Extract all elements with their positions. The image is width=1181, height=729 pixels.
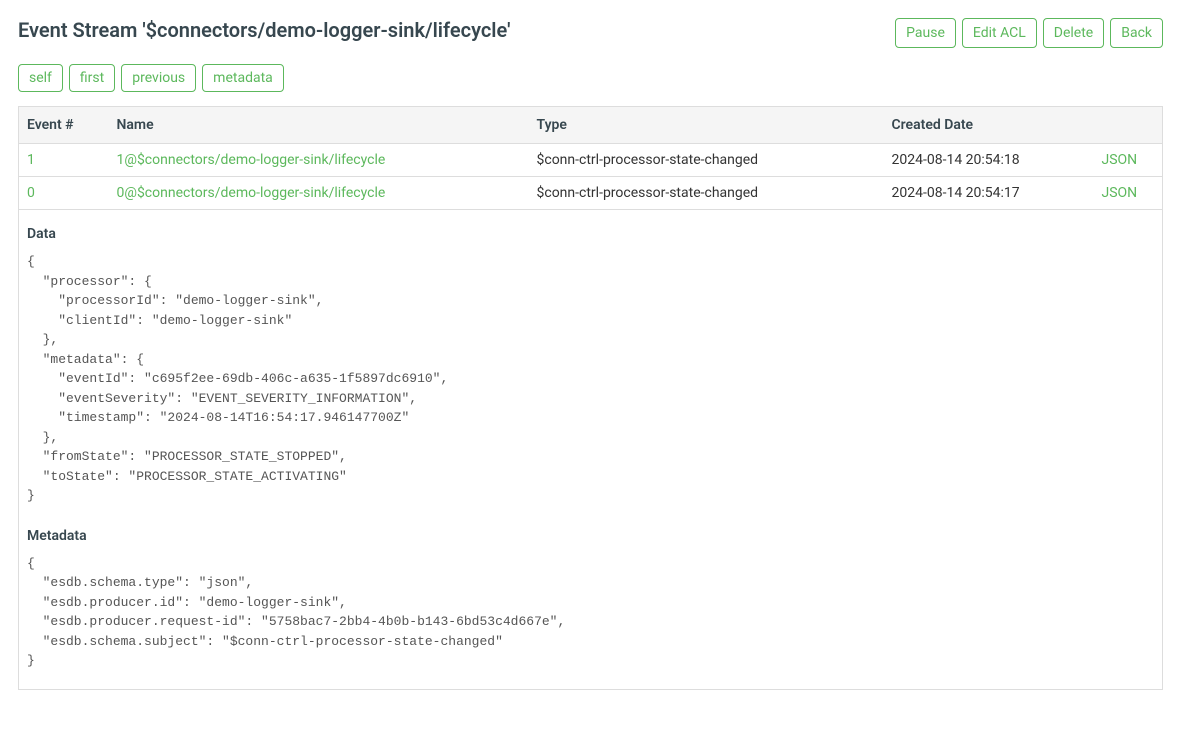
col-header-event-num: Event # <box>19 107 109 144</box>
metadata-heading: Metadata <box>27 528 1154 544</box>
edit-acl-button[interactable]: Edit ACL <box>962 18 1037 48</box>
event-date-cell: 2024-08-14 20:54:17 <box>884 177 1094 210</box>
nav-pills: self first previous metadata <box>18 64 1163 92</box>
action-button-group: Pause Edit ACL Delete Back <box>895 18 1163 48</box>
nav-pill-self[interactable]: self <box>18 64 63 92</box>
event-name-link[interactable]: 1@$connectors/demo-logger-sink/lifecycle <box>117 152 386 168</box>
col-header-type: Type <box>529 107 884 144</box>
event-type-cell: $conn-ctrl-processor-state-changed <box>529 177 884 210</box>
col-header-created-date: Created Date <box>884 107 1094 144</box>
event-date-cell: 2024-08-14 20:54:18 <box>884 144 1094 177</box>
col-header-json <box>1094 107 1163 144</box>
data-heading: Data <box>27 226 1154 242</box>
table-row: 0 0@$connectors/demo-logger-sink/lifecyc… <box>19 177 1163 210</box>
json-link[interactable]: JSON <box>1102 152 1138 168</box>
data-code-block: { "processor": { "processorId": "demo-lo… <box>27 252 1154 506</box>
back-button[interactable]: Back <box>1110 18 1163 48</box>
events-table: Event # Name Type Created Date 1 1@$conn… <box>18 106 1163 210</box>
metadata-code-block: { "esdb.schema.type": "json", "esdb.prod… <box>27 554 1154 671</box>
json-link[interactable]: JSON <box>1102 185 1138 201</box>
event-num-link[interactable]: 1 <box>27 152 35 168</box>
event-detail-panel: Data { "processor": { "processorId": "de… <box>18 210 1163 690</box>
table-header-row: Event # Name Type Created Date <box>19 107 1163 144</box>
col-header-name: Name <box>109 107 529 144</box>
pause-button[interactable]: Pause <box>895 18 956 48</box>
table-row: 1 1@$connectors/demo-logger-sink/lifecyc… <box>19 144 1163 177</box>
event-name-link[interactable]: 0@$connectors/demo-logger-sink/lifecycle <box>117 185 386 201</box>
nav-pill-metadata[interactable]: metadata <box>202 64 284 92</box>
event-num-link[interactable]: 0 <box>27 185 35 201</box>
nav-pill-first[interactable]: first <box>69 64 115 92</box>
page-title: Event Stream '$connectors/demo-logger-si… <box>18 18 510 42</box>
event-type-cell: $conn-ctrl-processor-state-changed <box>529 144 884 177</box>
delete-button[interactable]: Delete <box>1043 18 1104 48</box>
nav-pill-previous[interactable]: previous <box>121 64 196 92</box>
